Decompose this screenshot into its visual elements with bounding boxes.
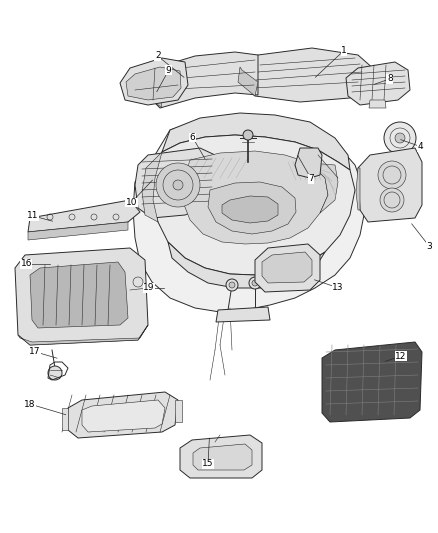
Polygon shape xyxy=(148,52,258,108)
Circle shape xyxy=(252,280,258,286)
Text: 3: 3 xyxy=(426,242,432,251)
Polygon shape xyxy=(310,163,338,213)
Polygon shape xyxy=(162,113,350,170)
Circle shape xyxy=(384,122,416,154)
Polygon shape xyxy=(255,244,320,292)
Polygon shape xyxy=(168,242,325,288)
Polygon shape xyxy=(208,182,296,234)
Circle shape xyxy=(243,130,253,140)
Circle shape xyxy=(378,161,406,189)
Polygon shape xyxy=(356,168,360,210)
Polygon shape xyxy=(216,307,270,322)
Text: 12: 12 xyxy=(395,352,406,360)
Circle shape xyxy=(156,163,200,207)
Polygon shape xyxy=(68,392,178,438)
Text: 17: 17 xyxy=(29,348,41,356)
Polygon shape xyxy=(15,248,148,345)
Polygon shape xyxy=(369,100,386,108)
Polygon shape xyxy=(142,152,162,222)
Circle shape xyxy=(249,277,261,289)
Polygon shape xyxy=(358,148,422,222)
Polygon shape xyxy=(148,82,162,108)
Polygon shape xyxy=(180,435,262,478)
Text: 8: 8 xyxy=(387,75,393,83)
Polygon shape xyxy=(120,58,188,105)
Text: 7: 7 xyxy=(308,174,314,183)
Polygon shape xyxy=(28,222,128,240)
Circle shape xyxy=(380,188,404,212)
Polygon shape xyxy=(222,196,278,223)
Text: 2: 2 xyxy=(155,52,160,60)
Text: 15: 15 xyxy=(202,459,214,468)
Polygon shape xyxy=(238,67,258,96)
Polygon shape xyxy=(28,200,140,232)
Text: 10: 10 xyxy=(126,198,137,207)
Polygon shape xyxy=(126,67,181,100)
Text: 16: 16 xyxy=(21,260,32,268)
Circle shape xyxy=(395,133,405,143)
Circle shape xyxy=(229,282,235,288)
Text: 18: 18 xyxy=(24,400,35,408)
Polygon shape xyxy=(346,62,410,105)
Circle shape xyxy=(226,279,238,291)
Polygon shape xyxy=(30,262,128,328)
Text: 9: 9 xyxy=(166,66,172,75)
Polygon shape xyxy=(153,135,355,275)
Polygon shape xyxy=(135,148,218,218)
Polygon shape xyxy=(175,400,182,422)
Polygon shape xyxy=(82,400,165,432)
Text: 6: 6 xyxy=(190,133,196,142)
Text: 1: 1 xyxy=(341,46,347,55)
Text: 19: 19 xyxy=(143,284,155,292)
Polygon shape xyxy=(18,325,148,345)
Text: 13: 13 xyxy=(332,284,344,292)
Text: 4: 4 xyxy=(418,142,423,151)
Polygon shape xyxy=(322,342,422,422)
Circle shape xyxy=(173,180,183,190)
Text: 11: 11 xyxy=(27,212,39,220)
Polygon shape xyxy=(295,148,322,178)
Polygon shape xyxy=(133,118,365,312)
Polygon shape xyxy=(262,252,312,283)
Polygon shape xyxy=(62,408,68,430)
Circle shape xyxy=(48,366,62,380)
Polygon shape xyxy=(238,48,375,102)
Polygon shape xyxy=(183,151,328,244)
Polygon shape xyxy=(193,444,252,470)
